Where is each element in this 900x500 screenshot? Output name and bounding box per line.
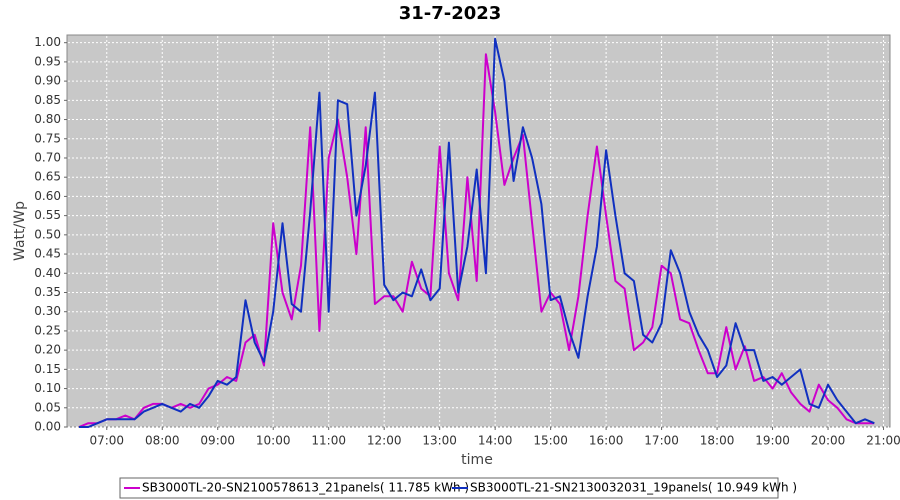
x-tick-label: 18:00 [700,434,735,448]
y-tick-label: 0.90 [34,74,61,88]
y-tick-label: 0.15 [34,362,61,376]
y-tick-label: 0.55 [34,208,61,222]
y-tick-label: 0.45 [34,247,61,261]
y-tick-label: 0.00 [34,420,61,434]
chart-title: 31-7-2023 [399,3,502,24]
x-tick-label: 20:00 [811,434,846,448]
series-line [78,53,875,428]
x-tick-label: 16:00 [589,434,624,448]
y-tick-label: 0.85 [34,93,61,107]
y-tick-label: 0.75 [34,131,61,145]
y-tick-label: 0.20 [34,343,61,357]
x-tick-label: 10:00 [256,434,291,448]
x-tick-label: 19:00 [755,434,790,448]
y-tick-label: 0.95 [34,54,61,68]
y-tick-label: 0.50 [34,227,61,241]
x-tick-label: 14:00 [478,434,513,448]
y-tick-label: 0.80 [34,112,61,126]
x-tick-label: 07:00 [89,434,124,448]
x-tick-label: 13:00 [422,434,457,448]
x-axis-label: time [461,452,493,468]
legend-label: SB3000TL-20-SN2100578613_21panels( 11.78… [142,481,469,495]
y-tick-label: 0.35 [34,285,61,299]
x-tick-label: 09:00 [200,434,235,448]
y-tick-label: 0.05 [34,400,61,414]
y-tick-label: 0.40 [34,266,61,280]
legend [119,477,779,499]
x-tick-label: 17:00 [644,434,679,448]
y-tick-label: 0.60 [34,189,61,203]
series-line [79,37,875,428]
x-tick-label: 08:00 [145,434,180,448]
y-tick-label: 0.10 [34,381,61,395]
x-tick-label: 15:00 [533,434,568,448]
y-tick-label: 0.65 [34,170,61,184]
y-tick-label: 0.30 [34,304,61,318]
y-tick-label: 1.00 [34,35,61,49]
x-tick-label: 11:00 [311,434,346,448]
legend-label: SB3000TL-21-SN2130032031_19panels( 10.94… [470,481,797,495]
y-tick-label: 0.25 [34,323,61,337]
y-axis-label: Watt/Wp [12,201,28,261]
x-tick-label: 12:00 [367,434,402,448]
x-tick-label: 21:00 [866,434,900,448]
y-tick-label: 0.70 [34,150,61,164]
